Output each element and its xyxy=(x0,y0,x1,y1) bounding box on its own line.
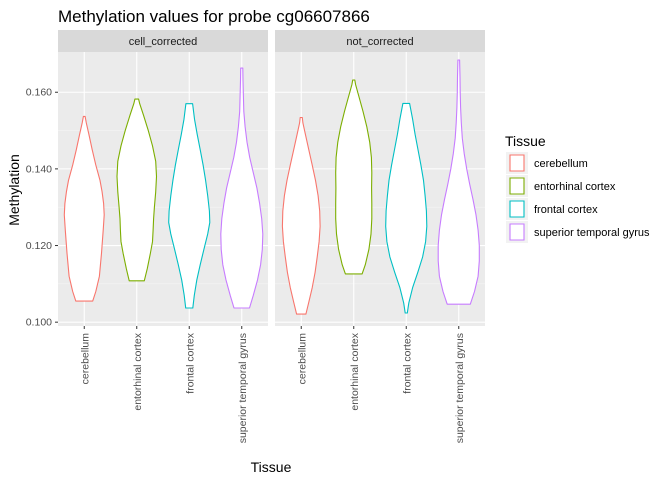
legend-key-frontal-cortex xyxy=(509,200,525,218)
legend-label: frontal cortex xyxy=(534,204,598,216)
x-tick-label: entorhinal cortex xyxy=(132,332,144,410)
x-tick-label: frontal cortex xyxy=(184,332,196,393)
x-tick-label: cerebellum xyxy=(79,333,91,385)
legend: Tissue cerebellum entorhinal cortex frontal… xyxy=(505,133,650,243)
y-axis: 0.100 0.120 0.140 0.160 xyxy=(26,87,58,329)
violin-entorhinal-cortex xyxy=(116,98,158,282)
legend-label: entorhinal cortex xyxy=(534,181,616,193)
x-tick-label: cerebellum xyxy=(296,333,308,385)
y-tick-label: 0.100 xyxy=(26,317,52,329)
strip-cell_corrected xyxy=(58,30,268,52)
violin-frontal-cortex xyxy=(385,102,428,314)
legend-key-superior-temporal-gyrus xyxy=(509,223,525,241)
x-tick-label: superior temporal gyrus xyxy=(237,333,249,443)
x-axis-title: Tissue xyxy=(251,459,292,475)
y-tick-label: 0.140 xyxy=(26,163,52,175)
legend-label: superior temporal gyrus xyxy=(534,227,650,239)
panel-not_corrected: not_corrected cerebellum entorhinal cortex… xyxy=(275,30,485,443)
facet-panels: cell_corrected cerebellum entorhinal corte… xyxy=(58,30,485,443)
chart-title: Methylation values for probe cg06607866 xyxy=(58,7,370,26)
strip-label: cell_corrected xyxy=(129,36,197,48)
y-tick-label: 0.120 xyxy=(26,240,52,252)
violin-superior-temporal-gyrus xyxy=(220,67,264,309)
panel-cell_corrected: cell_corrected cerebellum entorhinal corte… xyxy=(58,30,268,443)
violin-entorhinal-cortex xyxy=(335,79,373,275)
legend-key-cerebellum xyxy=(509,154,525,172)
legend-label: cerebellum xyxy=(534,158,588,170)
violin-frontal-cortex xyxy=(168,103,211,309)
violin-superior-temporal-gyrus xyxy=(437,59,480,305)
violin-cerebellum xyxy=(63,115,105,302)
y-axis-title: Methylation xyxy=(6,154,22,226)
legend-title: Tissue xyxy=(505,133,546,149)
x-tick-label: frontal cortex xyxy=(401,332,413,393)
legend-key-entorhinal-cortex xyxy=(509,177,525,195)
strip-not_corrected xyxy=(275,30,485,52)
x-tick-label: entorhinal cortex xyxy=(349,332,361,410)
x-tick-label: superior temporal gyrus xyxy=(454,333,466,443)
y-tick-label: 0.160 xyxy=(26,87,52,99)
strip-label: not_corrected xyxy=(346,36,413,48)
violin-cerebellum xyxy=(281,116,321,315)
